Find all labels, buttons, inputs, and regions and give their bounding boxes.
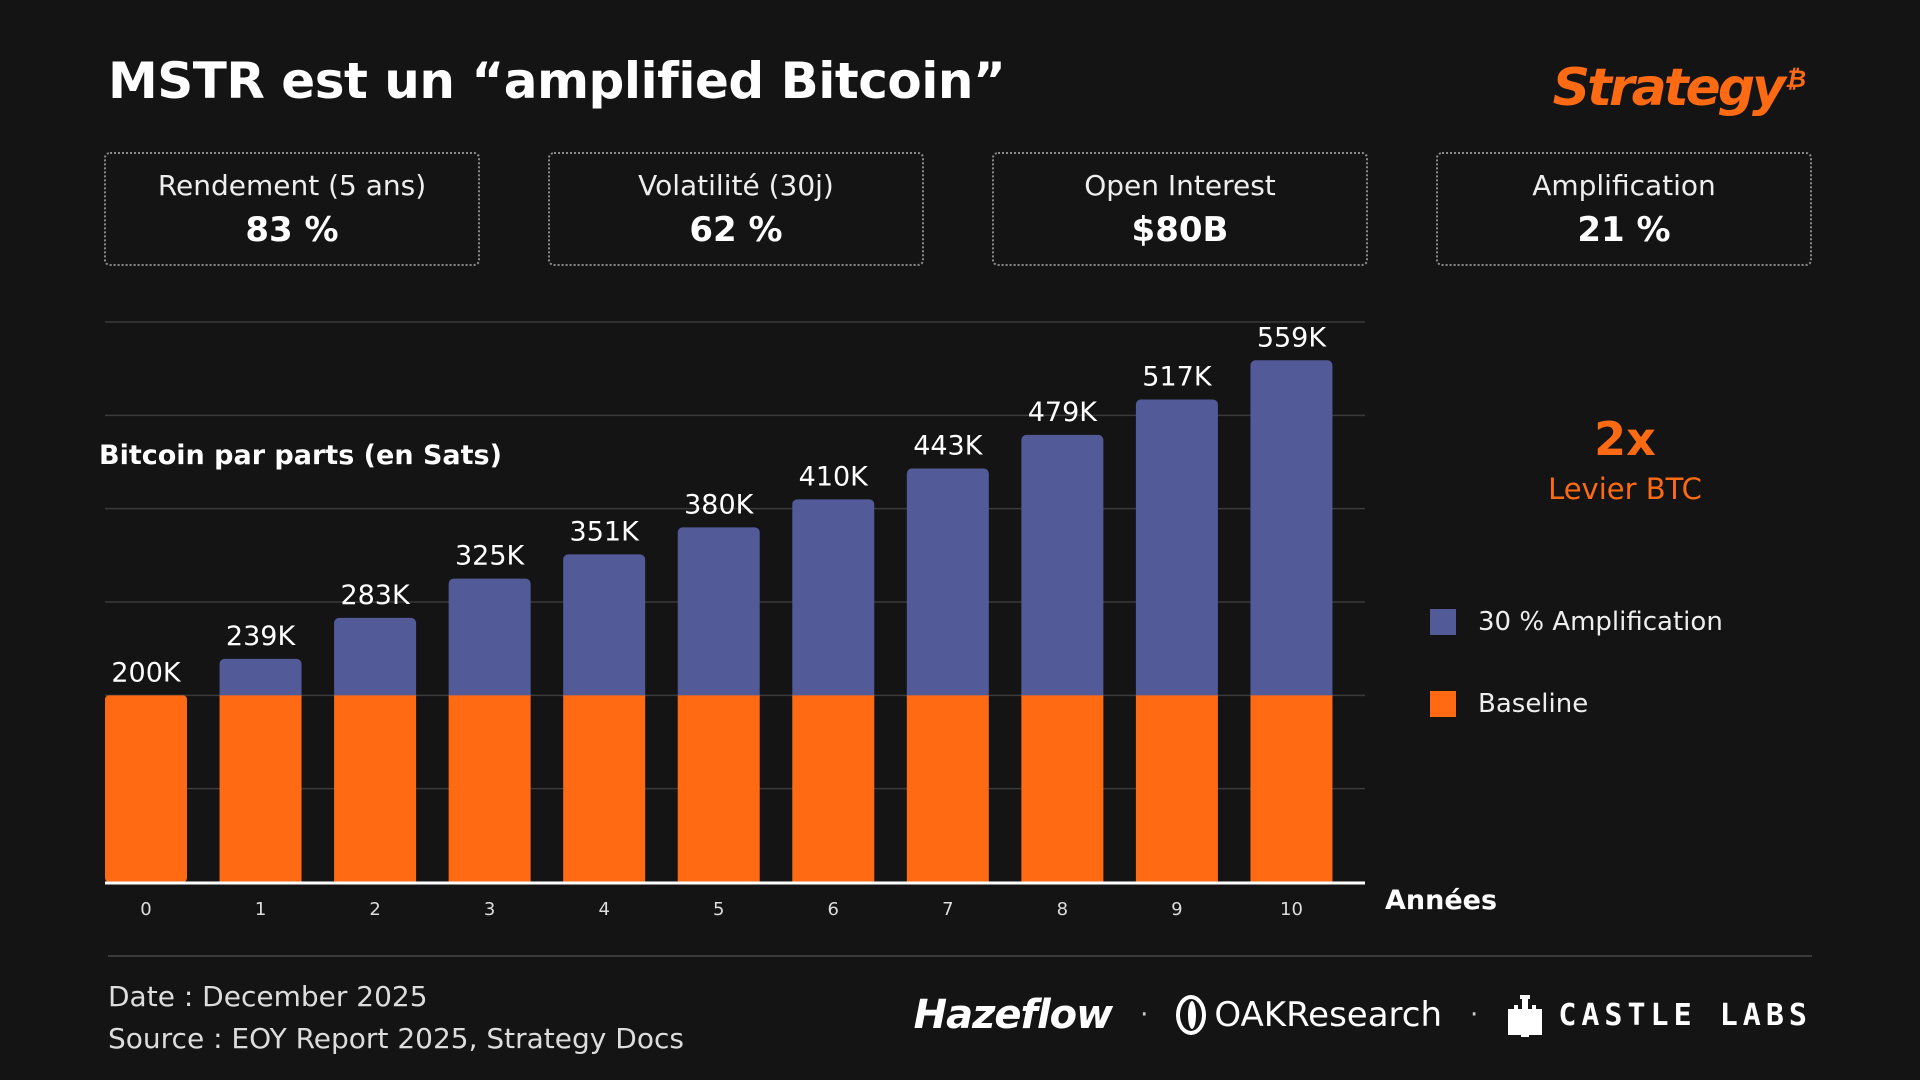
kpi-value: 83 %: [245, 209, 339, 250]
kpi-value: 21 %: [1577, 209, 1671, 250]
x-tick-label: 6: [828, 899, 839, 920]
bitcoin-mark-icon: ₿: [1784, 64, 1806, 93]
bar-amplification: [1135, 399, 1218, 702]
data-label: 200K: [111, 657, 182, 688]
bar-baseline: [105, 695, 187, 882]
bar-amplification: [563, 554, 646, 702]
oak-research-logo: OAKResearch: [1214, 995, 1442, 1035]
footer-date: Date : December 2025: [108, 980, 428, 1013]
legend-swatch: [1430, 691, 1456, 717]
bar-amplification: [219, 658, 302, 702]
footer-source: Source : EOY Report 2025, Strategy Docs: [108, 1022, 684, 1055]
x-tick-label: 7: [942, 899, 953, 920]
legend-item-baseline: Baseline: [1430, 684, 1723, 724]
kpi-label: Amplification: [1532, 168, 1716, 202]
oak-research-icon: [1176, 995, 1207, 1035]
castle-icon: [1508, 995, 1543, 1037]
separator: ·: [1470, 1000, 1479, 1030]
leverage-label: Levier BTC: [1548, 472, 1702, 506]
x-tick-label: 9: [1171, 899, 1182, 920]
legend-swatch: [1430, 609, 1456, 635]
data-label: 517K: [1142, 361, 1213, 392]
x-tick-label: 4: [598, 899, 609, 920]
partner-logos: Hazeflow · OAKResearch · CASTLE LABS: [914, 985, 1812, 1045]
bar-baseline: [563, 695, 646, 882]
data-label: 239K: [226, 621, 297, 652]
footer-divider: [108, 955, 1812, 957]
bar-baseline: [1135, 695, 1218, 882]
x-tick-label: 2: [369, 899, 380, 920]
kpi-label: Open Interest: [1084, 168, 1276, 202]
bar-amplification: [448, 578, 531, 702]
x-tick-label: 1: [255, 899, 266, 920]
separator: ·: [1140, 1000, 1149, 1030]
data-label: 559K: [1257, 322, 1328, 353]
data-label: 410K: [799, 461, 870, 492]
bar-amplification: [906, 468, 989, 702]
castle-labs-logo: CASTLE LABS: [1558, 997, 1812, 1033]
bar-baseline: [219, 695, 302, 882]
y-axis-title: Bitcoin par parts (en Sats): [99, 438, 502, 473]
kpi-label: Volatilité (30j): [638, 168, 834, 202]
data-label: 443K: [913, 431, 984, 462]
bar-baseline: [334, 695, 417, 882]
kpi-card-volatilite: Volatilité (30j) 62 %: [548, 152, 924, 266]
footer-meta: Date : December 2025 Source : EOY Report…: [108, 976, 684, 1060]
bar-amplification: [334, 617, 417, 702]
data-label: 351K: [570, 516, 641, 547]
page-title: MSTR est un “amplified Bitcoin”: [108, 52, 1006, 110]
bar-baseline: [792, 695, 875, 882]
x-tick-label: 10: [1280, 899, 1303, 920]
kpi-value: 62 %: [689, 209, 783, 250]
legend-label: 30 % Amplification: [1478, 607, 1723, 637]
data-label: 325K: [455, 541, 526, 572]
x-tick-label: 0: [140, 899, 151, 920]
x-tick-label: 3: [484, 899, 495, 920]
leverage-callout: 2x Levier BTC: [1500, 412, 1750, 506]
x-tick-label: 8: [1057, 899, 1068, 920]
hazeflow-logo: Hazeflow: [913, 992, 1113, 1038]
strategy-logo: Strategy₿: [1553, 58, 1806, 118]
kpi-card-amplification: Amplification 21 %: [1436, 152, 1812, 266]
bar-baseline: [677, 695, 760, 882]
kpi-value: $80B: [1131, 209, 1229, 250]
data-label: 283K: [340, 580, 411, 611]
bar-amplification: [1021, 434, 1104, 702]
research-word: Research: [1286, 995, 1443, 1035]
chart-legend: 30 % Amplification Baseline: [1430, 602, 1723, 766]
bar-baseline: [448, 695, 531, 882]
bar-amplification: [677, 527, 760, 702]
bar-amplification: [792, 499, 875, 702]
legend-item-amplification: 30 % Amplification: [1430, 602, 1723, 642]
kpi-label: Rendement (5 ans): [157, 168, 427, 202]
oak-word: OAK: [1214, 995, 1287, 1035]
kpi-card-open-interest: Open Interest $80B: [992, 152, 1368, 266]
x-axis-title: Années: [1385, 885, 1498, 916]
bar-baseline: [1021, 695, 1104, 882]
bar-baseline: [906, 695, 989, 882]
kpi-card-rendement: Rendement (5 ans) 83 %: [104, 152, 480, 266]
leverage-value: 2x: [1594, 412, 1656, 466]
bar-baseline: [1250, 695, 1333, 882]
x-tick-label: 5: [713, 899, 724, 920]
data-label: 479K: [1028, 397, 1099, 428]
kpi-row: Rendement (5 ans) 83 % Volatilité (30j) …: [104, 152, 1812, 270]
logo-text: Strategy: [1552, 58, 1786, 118]
data-label: 380K: [684, 489, 755, 520]
bar-amplification: [1250, 360, 1333, 702]
legend-label: Baseline: [1478, 689, 1589, 719]
